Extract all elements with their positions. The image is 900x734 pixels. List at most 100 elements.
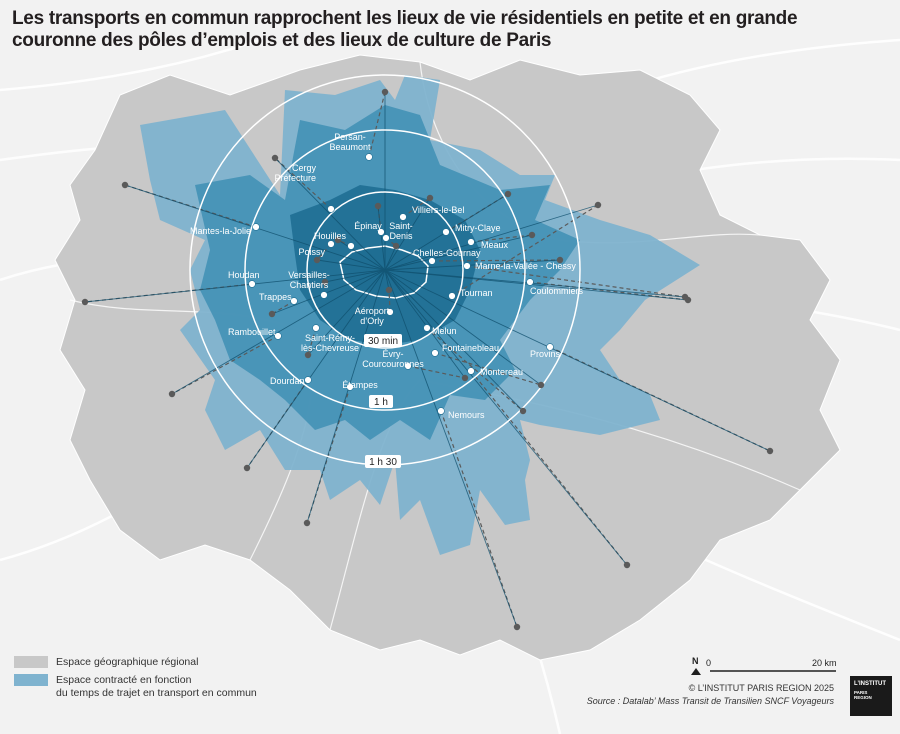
ray-trappes — [271, 269, 386, 315]
geo-point-meaux — [528, 231, 536, 239]
place-label-coulommiers: Coulommiers — [530, 286, 584, 296]
logo-line1: L’INSTITUT — [854, 681, 886, 687]
pole-point-houdan — [248, 280, 256, 288]
place-label-mitry-claye: Mitry-Claye — [455, 223, 501, 233]
pole-point-vry-courcouronnes — [404, 362, 412, 370]
north-arrow-icon — [691, 668, 701, 675]
geo-point-pinay — [374, 202, 382, 210]
geo-point-saint-denis — [392, 242, 400, 250]
dashed-line-nemours — [440, 410, 518, 628]
ray-melun — [384, 269, 524, 412]
ray-houdan — [84, 269, 386, 303]
legend-swatch-regional — [14, 656, 48, 668]
geo-point-saint-r-my-l-s-chevreuse — [304, 351, 312, 359]
place-label-chelles-gournay: Chelles-Gournay — [413, 248, 481, 258]
ray-vry-courcouronnes — [384, 269, 466, 379]
place-label-versailles-chantiers: Versailles-Chantiers — [288, 270, 330, 290]
geo-point-montereau — [623, 561, 631, 569]
dashed-line-fontainebleau — [434, 352, 542, 386]
pole-point-montereau — [467, 367, 475, 375]
place-label-montereau: Montereau — [480, 367, 523, 377]
geo-point-cergy-pr-fecture — [271, 154, 279, 162]
dashed-line-vry-courcouronnes — [407, 365, 466, 379]
pole-point-tournan — [448, 292, 456, 300]
pole-point-cergy-pr-fecture — [327, 205, 335, 213]
place-label-persan-beaumont: Persan-Beaumont — [329, 132, 371, 152]
map-title: Les transports en commun rapprochent les… — [12, 8, 798, 51]
place-label-cergy-pr-fecture: Cergy Préfecture — [274, 163, 316, 183]
geo-point-tampes — [303, 519, 311, 527]
geo-point-trappes — [268, 310, 276, 318]
pole-point-houilles — [347, 242, 355, 250]
pole-point-pinay — [377, 228, 385, 236]
geo-point-rambouillet — [168, 390, 176, 398]
place-label-villiers-le-bel: Villiers-le-Bel — [412, 205, 464, 215]
ray-nemours — [384, 269, 518, 628]
contracted-points — [248, 153, 554, 415]
scale-bar: N 0 20 km — [691, 656, 837, 675]
pole-point-fontainebleau — [431, 349, 439, 357]
place-label-houdan: Houdan — [228, 270, 260, 280]
pole-point-melun — [423, 324, 431, 332]
ring-labels: 30 min 1 h 1 h 30 — [364, 334, 402, 468]
ray-chelles-gournay — [384, 259, 561, 271]
geo-point-houilles — [334, 236, 342, 244]
ring-label-30min: 30 min — [368, 336, 398, 347]
geo-point-persan-beaumont — [381, 88, 389, 96]
geo-point-coulommiers — [684, 296, 692, 304]
place-label-saint-r-my-l-s-chevreuse: Saint-Rémy-lès-Chevreuse — [301, 333, 359, 353]
scale-start: 0 — [706, 658, 711, 668]
scale-end: 20 km — [812, 658, 837, 668]
logo-line3: REGION — [854, 695, 872, 700]
pole-point-marne-la-vall-e-chessy — [463, 262, 471, 270]
place-label-vry-courcouronnes: Évry-Courcouronnes — [362, 349, 424, 369]
place-label-nemours: Nemours — [448, 410, 485, 420]
place-label-fontainebleau: Fontainebleau — [442, 343, 499, 353]
geo-point-nemours — [513, 623, 521, 631]
ray-tampes — [306, 269, 386, 524]
pole-point-rambouillet — [274, 332, 282, 340]
geo-point-vry-courcouronnes — [461, 374, 469, 382]
geo-point-versailles-chantiers — [321, 278, 329, 286]
place-label-a-roport-d-orly: Aéroport d’Orly — [355, 306, 390, 326]
pole-point-nemours — [437, 407, 445, 415]
place-label-rambouillet: Rambouillet — [228, 327, 276, 337]
geo-point-houdan — [81, 298, 89, 306]
place-label-houilles: Houilles — [314, 231, 347, 241]
pole-point-provins — [546, 343, 554, 351]
pole-point-tampes — [346, 383, 354, 391]
geo-point-chelles-gournay — [556, 256, 564, 264]
pole-point-persan-beaumont — [365, 153, 373, 161]
legend-label-regional: Espace géographique régional — [56, 656, 199, 668]
place-labels: Persan-Beaumont Cergy Préfecture Mantes-la-… — [190, 132, 584, 420]
ray-saint-denis — [384, 245, 397, 271]
rays-to-poles — [84, 92, 771, 628]
geo-point-poissy — [313, 256, 321, 264]
dashed-line-rambouillet — [171, 335, 279, 395]
place-label-marne-la-vall-e-chessy: Marne-la-Vallée - Chessy — [475, 261, 576, 271]
geo-point-mantes-la-jolie — [121, 181, 129, 189]
pole-point-meaux — [467, 238, 475, 246]
place-label-trappes: Trappes — [259, 292, 292, 302]
pole-point-trappes — [290, 297, 298, 305]
pole-point-versailles-chantiers — [320, 291, 328, 299]
place-label-tournan: Tournan — [460, 288, 493, 298]
geographic-points — [81, 88, 774, 631]
geo-point-fontainebleau — [537, 381, 545, 389]
dashed-line-marne-la-vall-e-chessy — [466, 265, 686, 298]
institut-logo: L’INSTITUT PARIS REGION — [850, 676, 892, 716]
ray-tournan — [384, 204, 599, 271]
geo-point-mitry-claye — [504, 190, 512, 198]
geo-point-dourdan — [243, 464, 251, 472]
pole-point-a-roport-d-orly — [386, 308, 394, 316]
legend-label-contracted: Espace contracté en fonction du temps de… — [56, 674, 257, 699]
pole-point-mitry-claye — [442, 228, 450, 236]
dashed-line-saint-r-my-l-s-chevreuse — [307, 327, 317, 356]
north-label: N — [692, 656, 699, 666]
ray-dourdan — [246, 269, 386, 469]
place-label-melun: Melun — [432, 326, 457, 336]
dashed-line-melun — [426, 327, 524, 412]
copyright: © L’INSTITUT PARIS REGION 2025 — [688, 683, 834, 693]
legend: Espace géographique régional Espace cont… — [14, 656, 257, 706]
